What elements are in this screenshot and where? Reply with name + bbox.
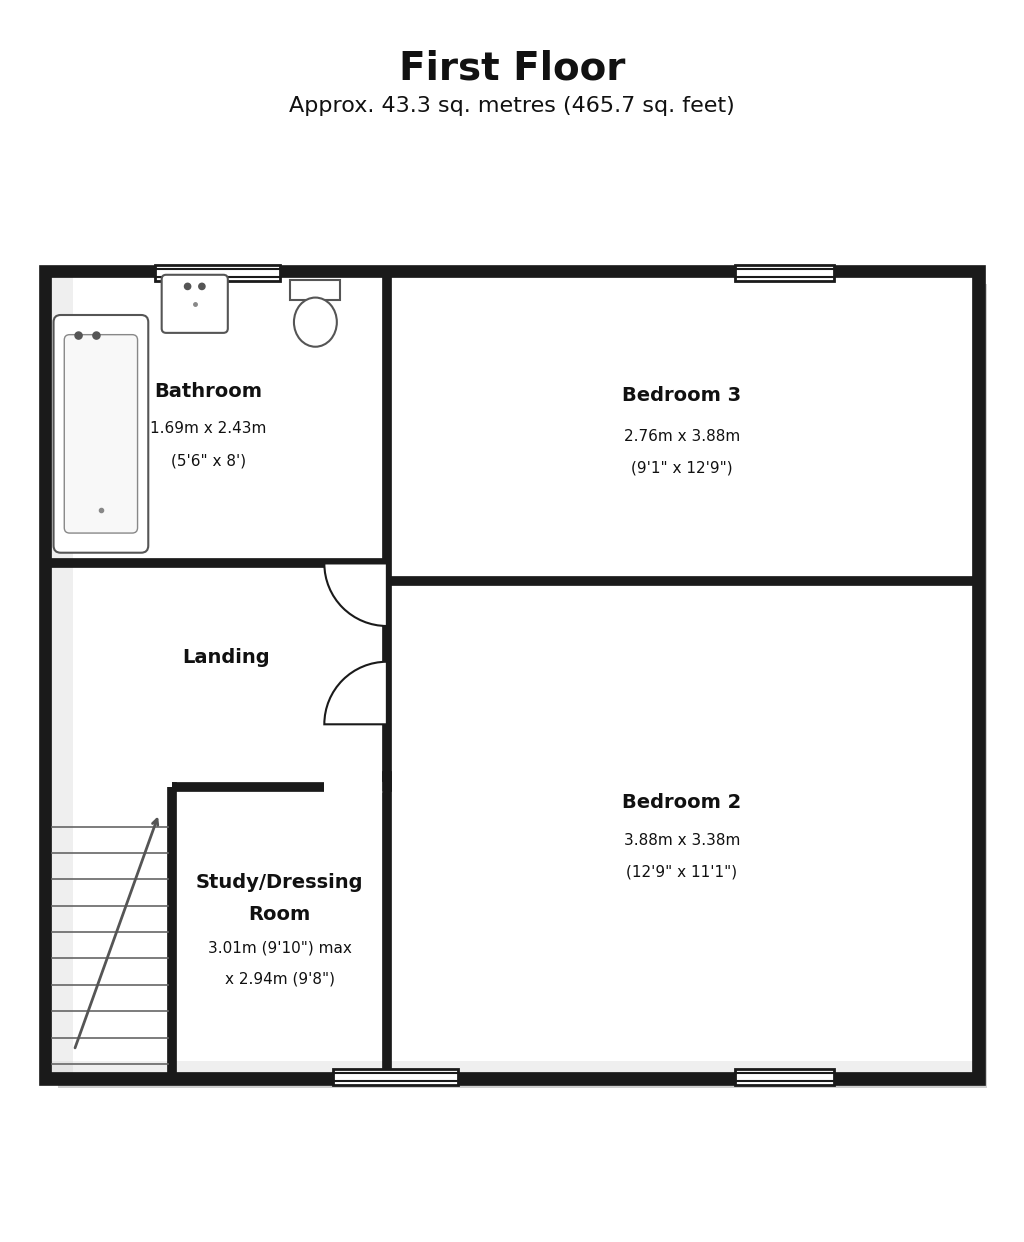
Text: 1.69m x 2.43m: 1.69m x 2.43m bbox=[150, 421, 266, 436]
Text: Approx. 43.3 sq. metres (465.7 sq. feet): Approx. 43.3 sq. metres (465.7 sq. feet) bbox=[289, 96, 735, 116]
Wedge shape bbox=[325, 564, 387, 626]
Bar bbox=[50, 1061, 980, 1077]
Bar bbox=[291, 281, 340, 299]
Text: 2.76m x 3.88m: 2.76m x 3.88m bbox=[624, 428, 740, 443]
FancyBboxPatch shape bbox=[162, 274, 227, 333]
FancyBboxPatch shape bbox=[65, 334, 137, 533]
Bar bbox=[735, 1069, 834, 1086]
Text: 3.88m x 3.38m: 3.88m x 3.38m bbox=[624, 832, 740, 847]
Text: 3.01m (9'10") max: 3.01m (9'10") max bbox=[208, 940, 351, 955]
Bar bbox=[50, 273, 73, 1077]
Bar bbox=[47, 564, 387, 787]
Bar bbox=[47, 787, 387, 1077]
Text: Bathroom: Bathroom bbox=[155, 381, 262, 401]
Bar bbox=[735, 265, 834, 281]
Text: Landing: Landing bbox=[182, 648, 270, 667]
Text: (12'9" x 11'1"): (12'9" x 11'1") bbox=[627, 864, 737, 879]
Bar bbox=[155, 265, 280, 281]
Text: Study/Dressing: Study/Dressing bbox=[196, 873, 364, 893]
Text: x 2.94m (9'8"): x 2.94m (9'8") bbox=[224, 971, 335, 986]
Circle shape bbox=[93, 332, 100, 339]
FancyBboxPatch shape bbox=[53, 315, 148, 553]
Text: (9'1" x 12'9"): (9'1" x 12'9") bbox=[631, 461, 732, 476]
Text: Room: Room bbox=[249, 904, 310, 924]
Bar bbox=[47, 273, 387, 564]
Wedge shape bbox=[325, 662, 387, 724]
Circle shape bbox=[199, 283, 205, 289]
Text: First Floor: First Floor bbox=[398, 50, 626, 87]
Bar bbox=[387, 581, 977, 1077]
Circle shape bbox=[75, 332, 82, 339]
Bar bbox=[387, 273, 977, 581]
Text: (5'6" x 8'): (5'6" x 8') bbox=[171, 453, 246, 468]
Text: Bedroom 2: Bedroom 2 bbox=[623, 792, 741, 812]
Circle shape bbox=[184, 283, 190, 289]
Bar bbox=[333, 1069, 459, 1086]
Ellipse shape bbox=[294, 298, 337, 347]
Text: Bedroom 3: Bedroom 3 bbox=[623, 386, 741, 405]
